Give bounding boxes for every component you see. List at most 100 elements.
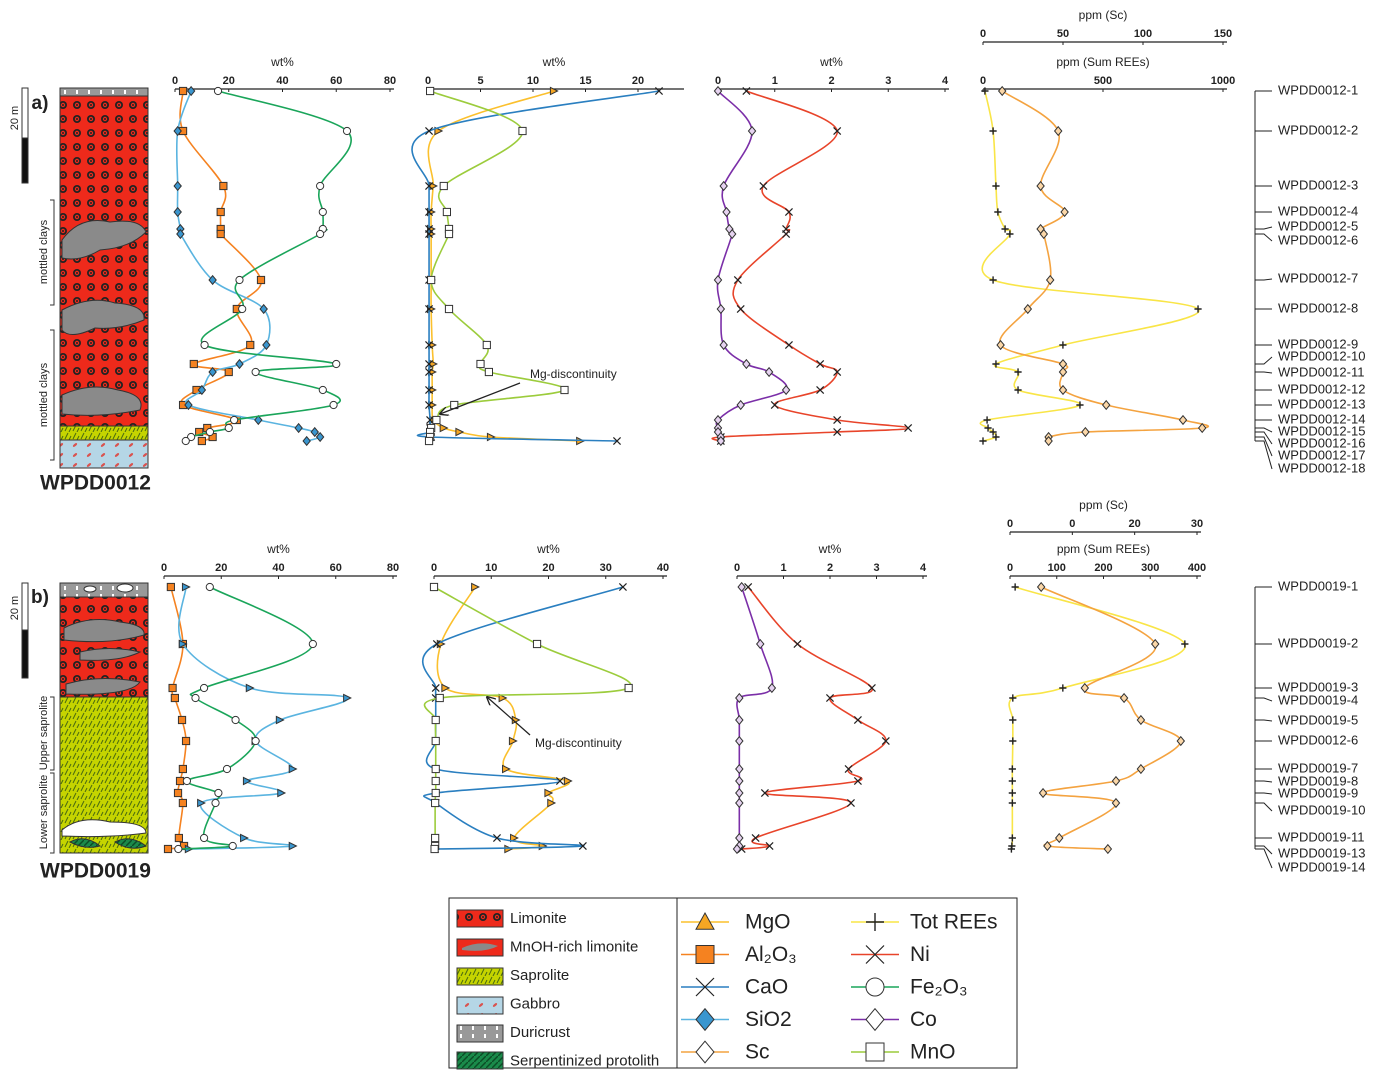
- data-point: [1082, 428, 1089, 437]
- x-tick-label: 30: [600, 562, 612, 574]
- x-tick-label: 20: [632, 75, 644, 87]
- data-point: [1059, 341, 1066, 348]
- data-point: [533, 640, 540, 647]
- data-point: [167, 583, 174, 590]
- data-point: [317, 230, 324, 237]
- data-point: [295, 424, 302, 433]
- data-point: [236, 276, 243, 283]
- data-point: [200, 834, 207, 841]
- data-point: [311, 428, 318, 437]
- data-point: [1038, 583, 1045, 592]
- data-point: [214, 87, 221, 94]
- sample-leader: [1255, 432, 1272, 444]
- x-tick-label: 60: [330, 562, 342, 574]
- data-point: [720, 182, 727, 191]
- data-point: [289, 842, 296, 849]
- sample-leader: [1255, 234, 1272, 241]
- data-point: [175, 845, 182, 852]
- x-tick-label: 0: [1007, 518, 1013, 530]
- data-point: [561, 386, 568, 393]
- series-line: [423, 587, 623, 849]
- x-tick-label: 200: [1094, 562, 1112, 574]
- data-point: [999, 87, 1006, 96]
- sample-leader: [1255, 279, 1272, 280]
- data-point: [1009, 765, 1016, 772]
- data-point: [752, 834, 759, 841]
- legend-label: MnOH-rich limonite: [510, 938, 638, 955]
- data-point: [472, 583, 479, 590]
- sample-label: WPDD0019-5: [1278, 712, 1358, 727]
- data-point: [760, 182, 767, 189]
- data-point: [771, 401, 778, 408]
- data-point: [246, 684, 253, 691]
- data-point: [737, 401, 744, 410]
- series-line: [412, 91, 659, 441]
- data-point: [425, 127, 432, 134]
- series-line: [429, 91, 565, 441]
- data-point: [737, 305, 744, 312]
- data-point: [1039, 789, 1046, 798]
- data-point: [989, 276, 996, 283]
- data-point: [440, 424, 447, 431]
- x-tick-label: 0: [425, 75, 431, 87]
- panel-label: b): [31, 587, 49, 608]
- data-point: [723, 208, 730, 217]
- sample-leader: [1255, 720, 1272, 721]
- x-tick-label: 40: [657, 562, 669, 574]
- data-point: [432, 737, 439, 744]
- data-point: [817, 360, 824, 367]
- data-point: [989, 127, 996, 134]
- sample-leader: [1255, 428, 1272, 432]
- data-point: [217, 230, 224, 237]
- data-point: [178, 716, 185, 723]
- data-point: [1009, 777, 1016, 784]
- legend: LimoniteMnOH-rich limoniteSaproliteGabbr…: [449, 898, 1017, 1069]
- data-point: [519, 127, 526, 134]
- data-point: [175, 834, 182, 841]
- lithology-label: mottled clays: [38, 362, 50, 427]
- x-tick-label: 0: [161, 562, 167, 574]
- data-point: [343, 127, 350, 134]
- x-tick-label: 0: [715, 75, 721, 87]
- sample-label: WPDD0012-5: [1278, 218, 1358, 233]
- data-point: [1059, 684, 1066, 691]
- data-point: [1103, 401, 1110, 410]
- data-point: [247, 341, 254, 348]
- lithology-label: mottled clays: [38, 219, 50, 284]
- figure: LimoniteMnOH-rich limoniteSaproliteGabbr…: [0, 0, 1375, 1070]
- series-line: [1000, 91, 1209, 441]
- legend-marker: [866, 978, 884, 996]
- series-line: [424, 587, 630, 849]
- x-tick-label: 0: [980, 28, 986, 40]
- legend-marker: [866, 1043, 884, 1061]
- x-tick-label: 100: [1134, 28, 1152, 40]
- data-point: [505, 845, 512, 852]
- x-tick-label: 5: [477, 75, 483, 87]
- sample-label: WPDD0012-18: [1278, 460, 1365, 475]
- data-point: [761, 789, 768, 796]
- data-point: [1194, 305, 1201, 312]
- sample-label: WPDD0019-9: [1278, 785, 1358, 800]
- series-line: [179, 587, 348, 849]
- data-point: [169, 684, 176, 691]
- data-point: [176, 777, 183, 784]
- x-tick-label: 0: [1007, 562, 1013, 574]
- sample-leader: [1255, 698, 1272, 701]
- annotation: Mg-discontinuity: [530, 367, 617, 381]
- sample-label: WPDD0012-3: [1278, 177, 1358, 192]
- data-point: [432, 834, 439, 841]
- x-tick-label: 80: [387, 562, 399, 574]
- x-tick-label: 0: [431, 562, 437, 574]
- data-point: [206, 583, 213, 590]
- data-point: [190, 360, 197, 367]
- data-point: [239, 305, 246, 312]
- data-point: [309, 640, 316, 647]
- hole-label: WPDD0012: [40, 472, 151, 495]
- x-tick-label: 50: [1057, 28, 1069, 40]
- data-point: [979, 437, 986, 444]
- data-point: [432, 777, 439, 784]
- legend-label: MnO: [910, 1041, 956, 1064]
- sample-leader: [1255, 803, 1272, 811]
- data-point: [201, 341, 208, 348]
- data-point: [485, 368, 492, 375]
